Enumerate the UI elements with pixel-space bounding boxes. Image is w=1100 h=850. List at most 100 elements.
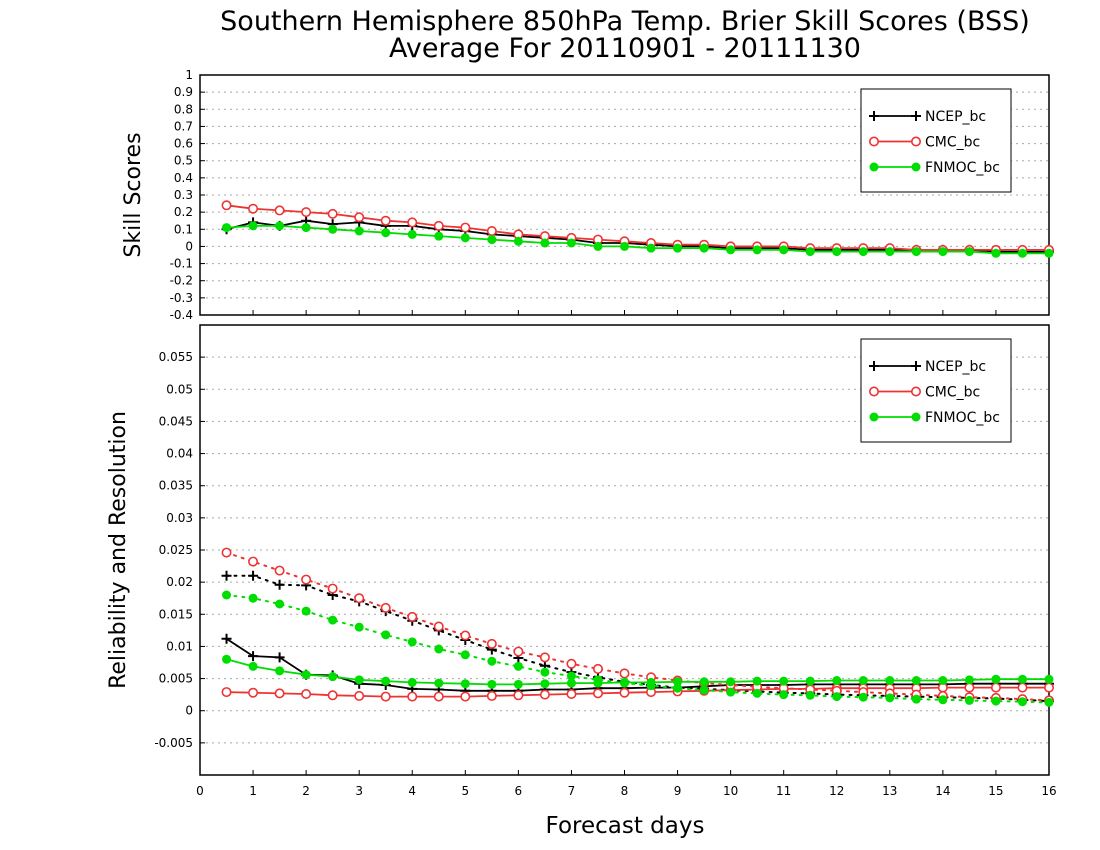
bottom-data-point-fnmoc-bc <box>805 676 815 686</box>
bottom-data-point-cmc-bc <box>592 663 603 674</box>
top-y-tick-label: -0.2 <box>170 274 193 288</box>
bottom-data-point-cmc-bc <box>964 682 975 693</box>
bottom-data-point-fnmoc-bc <box>275 666 285 676</box>
bottom-data-point-cmc-bc <box>513 646 524 657</box>
chart-subtitle: Average For 20110901 - 20111130 <box>389 33 861 64</box>
bottom-data-point-fnmoc-bc <box>222 590 232 600</box>
bottom-data-point-cmc-bc <box>619 687 630 698</box>
top-data-point-fnmoc-bc <box>646 243 656 253</box>
bottom-data-point-cmc-bc <box>221 547 232 558</box>
bottom-y-tick-label: 0.015 <box>159 607 193 621</box>
top-data-point-fnmoc-bc <box>301 223 311 233</box>
top-y-tick-label: -0.4 <box>170 308 193 322</box>
bottom-data-point-fnmoc-bc <box>487 679 497 689</box>
top-data-point-fnmoc-bc <box>832 247 842 257</box>
bottom-data-point-fnmoc-bc <box>673 677 683 687</box>
top-data-point-fnmoc-bc <box>991 248 1001 258</box>
x-tick-label: 12 <box>829 784 844 798</box>
top-y-tick-label: -0.3 <box>170 291 193 305</box>
top-data-point-cmc-bc <box>221 200 232 211</box>
top-data-point-cmc-bc <box>274 205 285 216</box>
top-data-point-fnmoc-bc <box>911 247 921 257</box>
bottom-data-point-cmc-bc <box>566 688 577 699</box>
bottom-y-axis-label: Reliability and Resolution <box>106 411 131 689</box>
bottom-data-point-fnmoc-bc <box>460 679 470 689</box>
top-data-point-fnmoc-bc <box>248 221 258 231</box>
x-tick-label: 7 <box>568 784 576 798</box>
bottom-data-point-fnmoc-bc <box>885 693 895 703</box>
bottom-legend-marker-fnmoc-bc <box>869 412 879 422</box>
top-data-point-cmc-bc <box>407 217 418 228</box>
top-y-tick-label: 0.3 <box>174 188 193 202</box>
bottom-data-point-cmc-bc <box>248 687 259 698</box>
x-tick-label: 16 <box>1041 784 1056 798</box>
bottom-data-point-fnmoc-bc <box>752 688 762 698</box>
top-data-point-fnmoc-bc <box>593 241 603 251</box>
top-data-point-fnmoc-bc <box>275 221 285 231</box>
bottom-data-point-cmc-bc <box>407 611 418 622</box>
x-tick-label: 1 <box>249 784 257 798</box>
bottom-data-point-fnmoc-bc <box>381 630 391 640</box>
top-data-point-fnmoc-bc <box>540 238 550 248</box>
bottom-data-point-fnmoc-bc <box>620 678 629 688</box>
bottom-data-point-cmc-bc <box>460 630 471 641</box>
bottom-y-tick-label: 0.01 <box>166 639 193 653</box>
bottom-data-point-fnmoc-bc <box>381 676 391 686</box>
bottom-y-tick-label: 0.055 <box>159 350 193 364</box>
x-tick-label: 8 <box>621 784 629 798</box>
bottom-data-point-ncep-bc <box>274 652 285 663</box>
top-data-point-fnmoc-bc <box>487 235 497 245</box>
bottom-data-point-cmc-bc <box>486 690 497 701</box>
top-data-point-fnmoc-bc <box>1044 248 1054 258</box>
bottom-data-point-cmc-bc <box>619 668 630 679</box>
top-data-point-fnmoc-bc <box>699 243 709 253</box>
top-data-point-fnmoc-bc <box>222 223 232 233</box>
bottom-legend-label-cmc-bc: CMC_bc <box>925 385 980 401</box>
bottom-data-point-cmc-bc <box>407 691 418 702</box>
bottom-data-point-cmc-bc <box>354 593 365 604</box>
bottom-y-tick-label: -0.005 <box>154 736 193 750</box>
x-tick-label: 3 <box>355 784 363 798</box>
bottom-y-tick-label: 0.04 <box>166 447 193 461</box>
bottom-data-point-fnmoc-bc <box>673 683 683 693</box>
x-tick-label: 14 <box>935 784 950 798</box>
bottom-data-point-fnmoc-bc <box>513 661 523 671</box>
bottom-data-point-fnmoc-bc <box>726 677 736 687</box>
bottom-data-point-cmc-bc <box>433 691 444 702</box>
bottom-data-point-fnmoc-bc <box>593 675 603 685</box>
bottom-data-point-fnmoc-bc <box>566 671 576 681</box>
top-data-point-fnmoc-bc <box>354 226 364 236</box>
top-y-tick-label: 1 <box>185 68 193 82</box>
top-data-point-fnmoc-bc <box>460 233 470 243</box>
top-data-point-fnmoc-bc <box>328 224 338 234</box>
bottom-data-point-ncep-bc <box>221 570 232 581</box>
bottom-data-point-fnmoc-bc <box>434 644 444 654</box>
top-data-point-fnmoc-bc <box>858 247 868 257</box>
top-data-point-fnmoc-bc <box>964 247 974 257</box>
bottom-data-point-fnmoc-bc <box>566 678 576 688</box>
top-data-point-fnmoc-bc <box>673 243 683 253</box>
bottom-legend-marker-fnmoc-bc <box>911 412 921 422</box>
bottom-data-point-cmc-bc <box>221 687 232 698</box>
bottom-data-point-fnmoc-bc <box>460 650 470 660</box>
bottom-data-point-fnmoc-bc <box>805 690 815 700</box>
bottom-data-point-cmc-bc <box>592 688 603 699</box>
bottom-data-point-cmc-bc <box>380 602 391 613</box>
bottom-data-point-cmc-bc <box>274 565 285 576</box>
bottom-data-point-cmc-bc <box>1044 682 1055 693</box>
bottom-data-point-fnmoc-bc <box>540 679 550 689</box>
bottom-data-point-ncep-bc <box>248 570 259 581</box>
top-legend-marker-cmc-bc <box>910 136 921 147</box>
bottom-data-point-fnmoc-bc <box>911 676 921 685</box>
bottom-data-point-cmc-bc <box>486 638 497 649</box>
top-y-tick-label: -0.1 <box>170 257 193 271</box>
bottom-data-point-cmc-bc <box>380 691 391 702</box>
top-y-axis-label: Skill Scores <box>121 132 146 257</box>
top-legend-label-cmc-bc: CMC_bc <box>925 135 980 151</box>
bottom-data-point-cmc-bc <box>274 688 285 699</box>
bottom-data-point-fnmoc-bc <box>354 622 364 632</box>
top-data-point-cmc-bc <box>354 212 365 223</box>
bottom-data-point-fnmoc-bc <box>513 679 523 689</box>
bottom-data-point-cmc-bc <box>327 583 338 594</box>
